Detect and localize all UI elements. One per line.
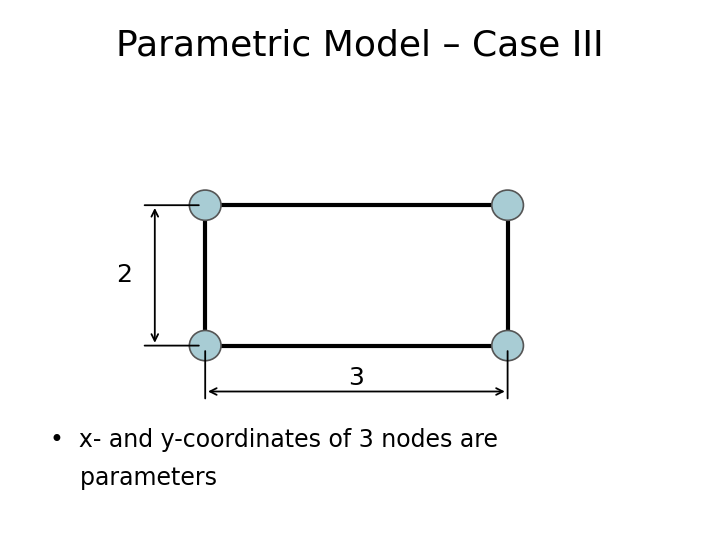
Text: •  x- and y-coordinates of 3 nodes are: • x- and y-coordinates of 3 nodes are (50, 428, 498, 452)
Ellipse shape (189, 330, 221, 361)
Bar (205, 205, 508, 346)
Text: 3: 3 (348, 366, 364, 390)
Text: 2: 2 (116, 264, 132, 287)
Ellipse shape (492, 190, 523, 220)
Text: Parametric Model – Case III: Parametric Model – Case III (116, 29, 604, 63)
Text: parameters: parameters (50, 466, 217, 490)
Ellipse shape (189, 190, 221, 220)
Ellipse shape (492, 330, 523, 361)
